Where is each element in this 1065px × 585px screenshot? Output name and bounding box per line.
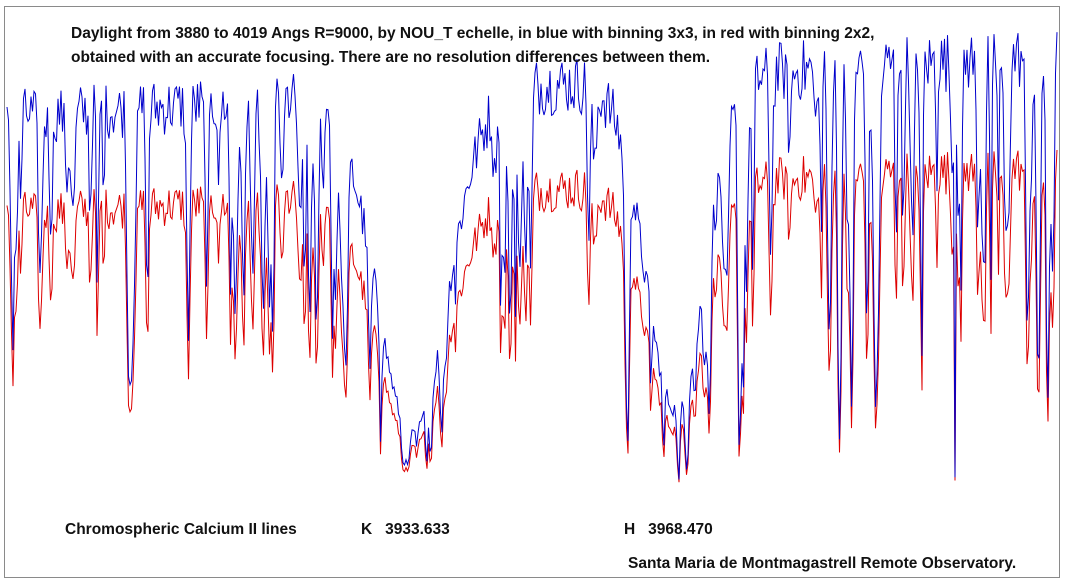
- title-line-2: obtained with an accurate focusing. Ther…: [71, 49, 711, 66]
- h-line-wavelength: 3968.470: [648, 521, 713, 538]
- calcium-region-label: Chromospheric Calcium II lines: [65, 521, 297, 538]
- series-blue-binning-3x3: [6, 32, 1058, 480]
- chart-title: Daylight from 3880 to 4019 Angs R=9000, …: [71, 22, 1021, 70]
- observatory-credit: Santa Maria de Montmagastrell Remote Obs…: [628, 555, 1017, 572]
- series-red-binning-2x2: [6, 149, 1058, 483]
- title-line-1: Daylight from 3880 to 4019 Angs R=9000, …: [71, 25, 875, 42]
- k-line-name: K: [361, 521, 373, 538]
- h-line-name: H: [624, 521, 636, 538]
- k-line-label: K 3933.633: [361, 521, 450, 539]
- h-line-label: H 3968.470: [624, 521, 713, 539]
- k-line-wavelength: 3933.633: [385, 521, 450, 538]
